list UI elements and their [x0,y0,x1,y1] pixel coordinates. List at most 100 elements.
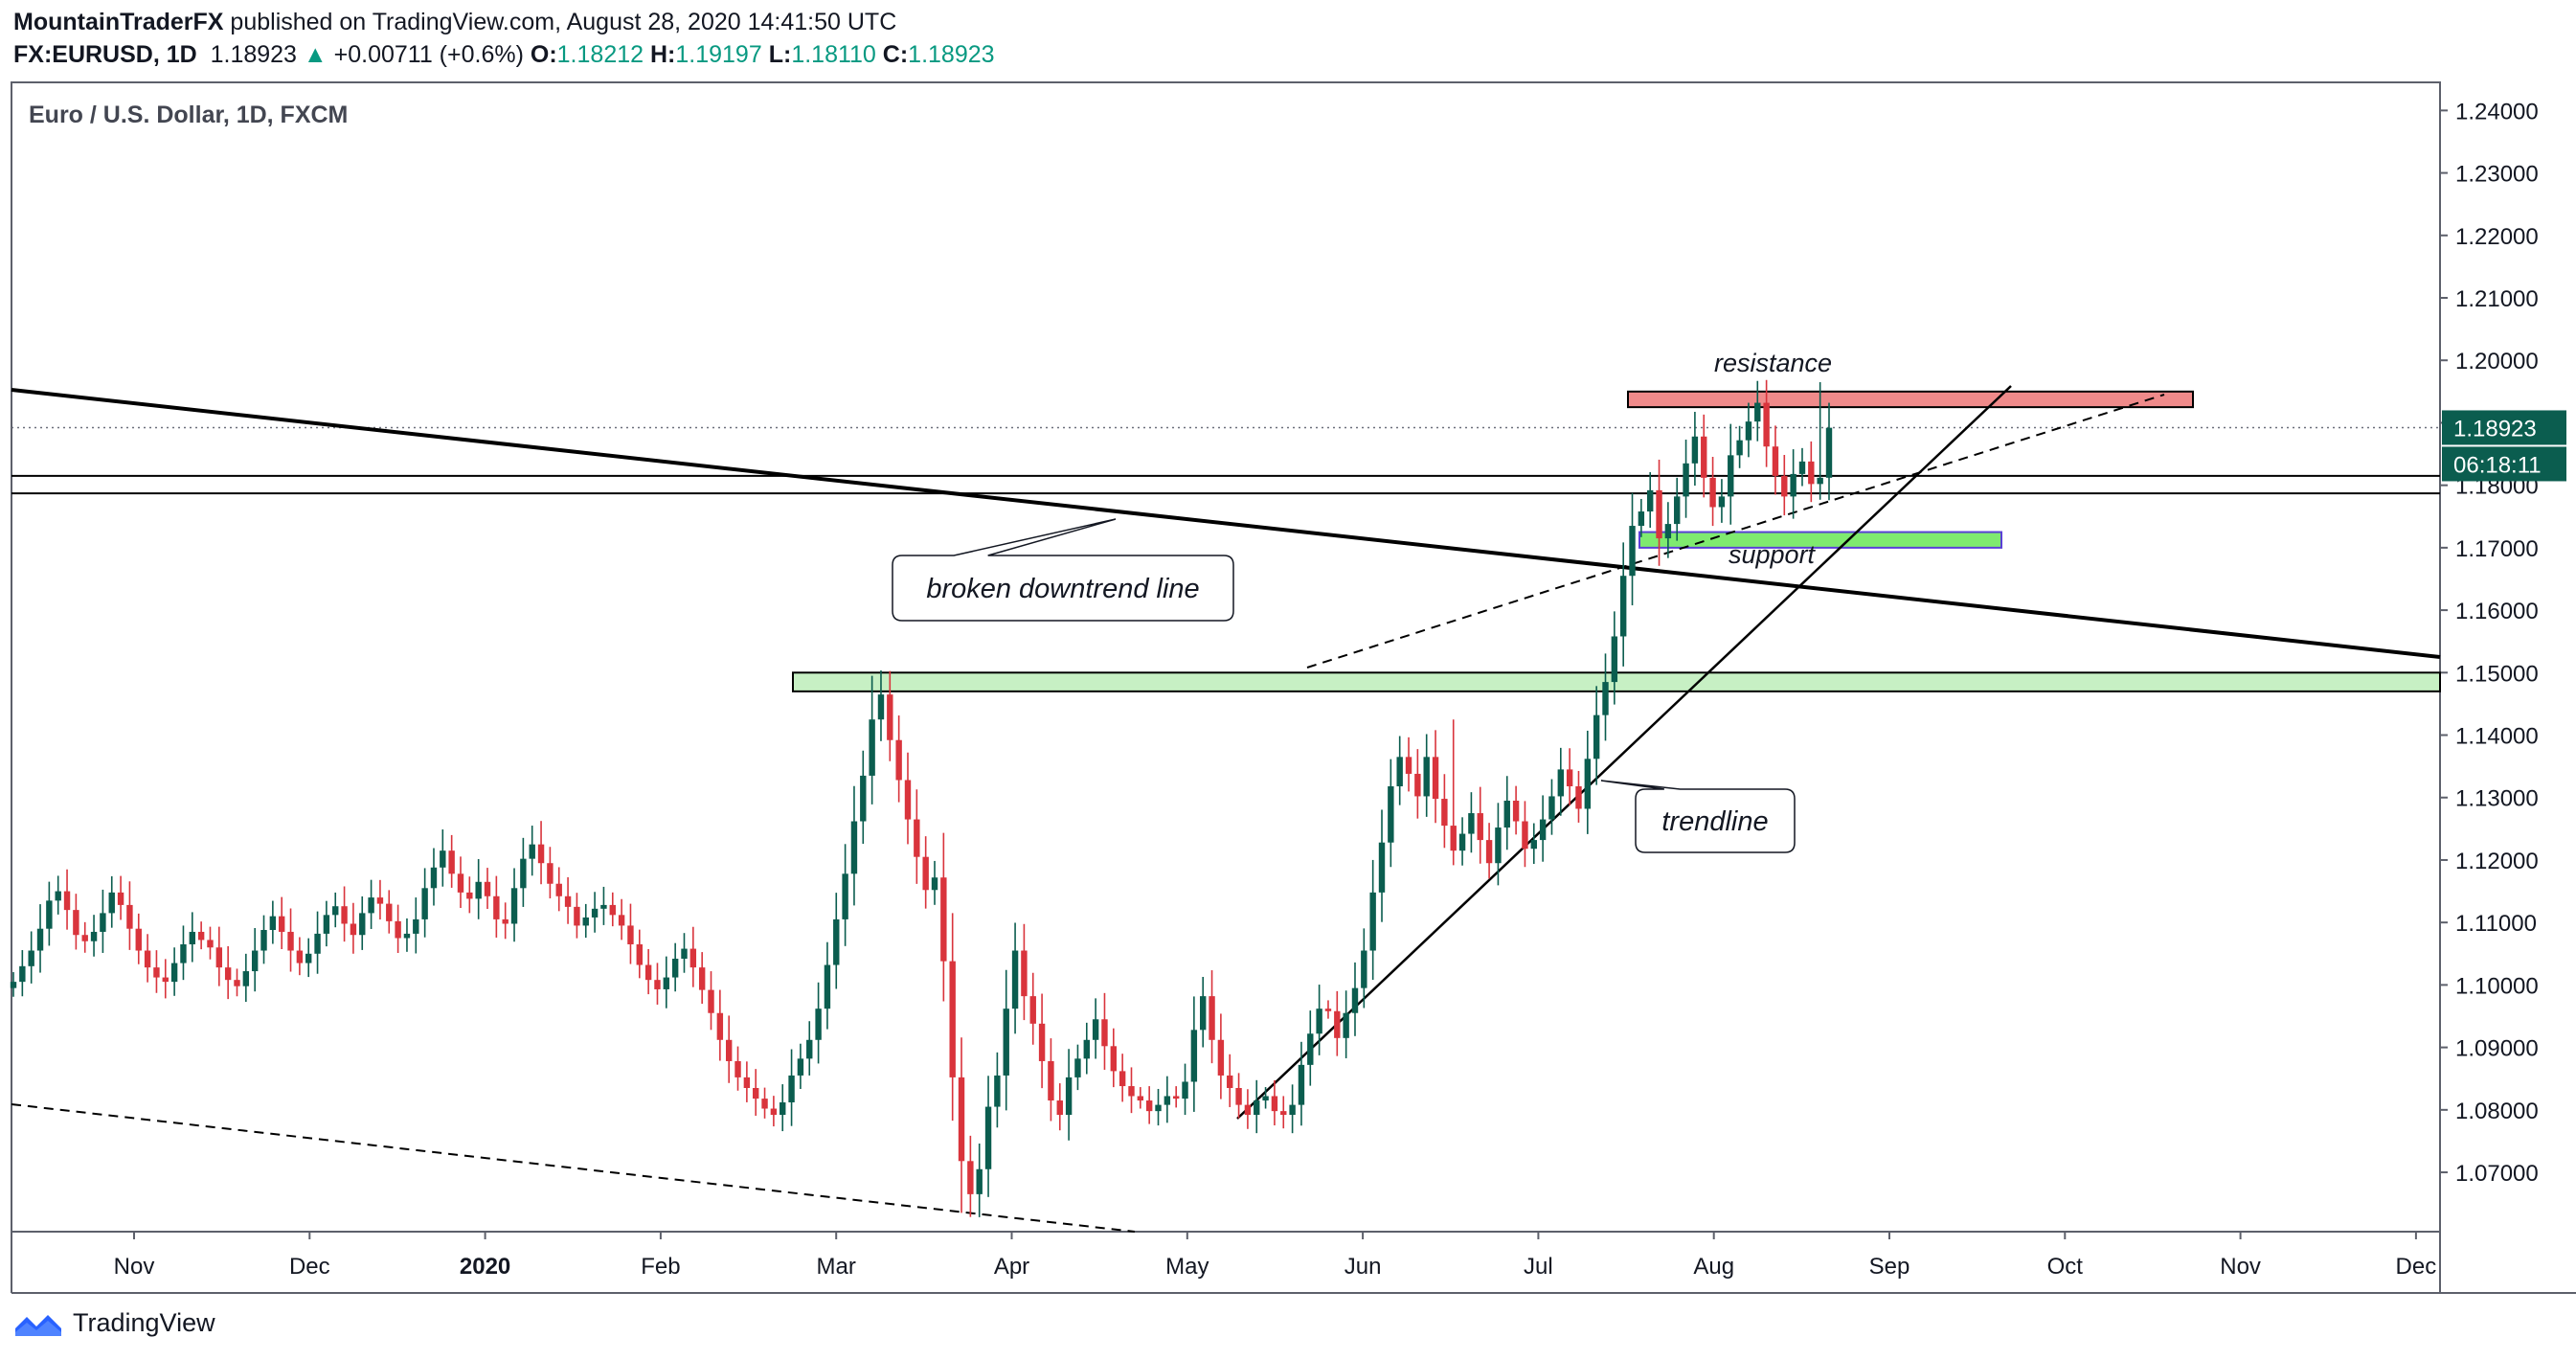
candle-body[interactable] [788,1075,795,1102]
candle-body[interactable] [251,950,259,972]
candle-body[interactable] [1351,987,1359,1013]
support-label[interactable]: support [1729,540,1817,569]
candle-body[interactable] [1495,827,1502,864]
ascending-trendline[interactable] [1236,385,2012,1120]
support-zone[interactable] [1638,531,2002,549]
candle-body[interactable] [314,933,321,954]
candle-body[interactable] [1209,996,1215,1040]
candle-body[interactable] [386,903,393,921]
candle-body[interactable] [537,844,545,864]
candle-body[interactable] [627,925,634,944]
candle-body[interactable] [1378,842,1386,893]
candle-body[interactable] [520,858,527,889]
candle-body[interactable] [1388,786,1394,843]
candle-body[interactable] [55,891,61,901]
candle-body[interactable] [278,916,285,932]
candle-body[interactable] [413,918,419,934]
candle-body[interactable] [368,897,374,914]
candle-body[interactable] [1701,436,1707,478]
footer-brand[interactable]: TradingView [13,1308,215,1338]
candle-body[interactable] [287,931,294,951]
candle-body[interactable] [1432,757,1439,800]
candle-body[interactable] [1790,473,1796,497]
candle-body[interactable] [1227,1075,1233,1088]
candle-body[interactable] [1182,1081,1188,1099]
candle-body[interactable] [63,891,71,911]
downtrend-line[interactable] [11,388,2441,659]
candle-body[interactable] [403,933,411,939]
candle-body[interactable] [73,910,79,936]
candle-body[interactable] [296,950,304,963]
candle-body[interactable] [1458,833,1466,851]
candle-body[interactable] [949,961,956,1077]
candle-body[interactable] [90,931,98,941]
candle-body[interactable] [1164,1096,1171,1105]
candle-body[interactable] [440,850,446,868]
candle-body[interactable] [260,930,267,951]
candle-body[interactable] [1083,1039,1090,1059]
candle-body[interactable] [600,904,607,909]
candle-body[interactable] [636,944,643,965]
candle-body[interactable] [1414,773,1421,797]
candle-body[interactable] [1361,950,1367,988]
candle-body[interactable] [1512,801,1520,822]
candle-body[interactable] [19,965,26,983]
candle-body[interactable] [1522,821,1528,850]
time-axis[interactable]: Nov Dec 2020 Feb Mar Apr May Jun Jul Aug Sep Oct Nov… [114,1232,2437,1280]
candle-body[interactable] [1289,1104,1296,1116]
candle-body[interactable] [1038,1023,1046,1061]
candle-body[interactable] [135,928,142,951]
candle-body[interactable] [1611,636,1618,683]
candle-body[interactable] [1656,489,1662,539]
candle-body[interactable] [1101,1019,1108,1047]
candle-body[interactable] [1664,524,1672,539]
candle-body[interactable] [797,1058,804,1076]
candle-body[interactable] [1172,1096,1180,1099]
candle-body[interactable] [242,971,250,986]
resistance-zone[interactable] [1627,390,2194,409]
candle-body[interactable] [108,892,115,914]
candle-body[interactable] [958,1077,965,1162]
candle-body[interactable] [376,897,384,904]
candle-body[interactable] [1298,1064,1305,1105]
candle-body[interactable] [1029,996,1036,1024]
candle-body[interactable] [215,947,223,968]
candle-body[interactable] [1324,1009,1332,1011]
candle-body[interactable] [984,1106,992,1169]
resistance-label[interactable]: resistance [1714,349,1832,377]
candle-body[interactable] [940,877,947,962]
candle-body[interactable] [224,967,232,981]
candle-body[interactable] [555,883,562,896]
candle-body[interactable] [1691,436,1699,464]
candle-body[interactable] [1056,1100,1063,1116]
candle-body[interactable] [1539,819,1547,841]
candle-body[interactable] [502,918,508,924]
candle-body[interactable] [994,1075,1001,1107]
candle-body[interactable] [332,906,339,916]
candle-body[interactable] [1343,1012,1349,1038]
candle-body[interactable] [1503,801,1510,828]
candle-body[interactable] [269,916,277,930]
candle-body[interactable] [1405,757,1412,774]
candle-body[interactable] [833,918,840,965]
candle-body[interactable] [976,1168,983,1194]
candle-body[interactable] [28,950,34,966]
candle-body[interactable] [644,964,652,981]
candle-body[interactable] [689,948,697,968]
candle-body[interactable] [1817,477,1823,485]
candle-body[interactable] [1566,769,1573,786]
candle-body[interactable] [1781,475,1788,497]
candle-body[interactable] [1217,1039,1225,1076]
candle-body[interactable] [1396,757,1403,786]
candle-body[interactable] [574,906,580,926]
candle-body[interactable] [341,906,348,924]
candle-body[interactable] [1145,1100,1153,1112]
candle-body[interactable] [681,948,688,959]
candle-body[interactable] [931,877,938,891]
candle-body[interactable] [1825,427,1833,478]
candle-body[interactable] [323,915,330,934]
candle-body[interactable] [350,923,357,936]
candle-body[interactable] [753,1088,759,1099]
candle-body[interactable] [1003,1009,1009,1076]
candle-body[interactable] [895,739,902,781]
